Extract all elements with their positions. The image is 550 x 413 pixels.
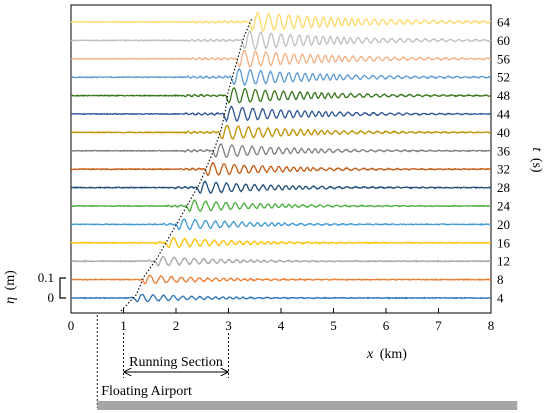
series-line-t60 <box>70 30 492 50</box>
series-line-t32 <box>70 161 492 177</box>
series-line-t56 <box>71 49 492 69</box>
time-label: 4 <box>497 291 504 306</box>
time-label: 32 <box>497 162 510 177</box>
x-tick-label: 3 <box>225 318 232 333</box>
x-axis-label: x (km) <box>366 347 407 362</box>
eta-axis-label: η (m) <box>3 270 18 304</box>
x-tick-label: 2 <box>173 318 180 333</box>
series-line-t20 <box>70 218 492 231</box>
x-tick-label: 4 <box>278 318 285 333</box>
series-layer <box>70 11 492 303</box>
time-label: 60 <box>497 33 510 48</box>
time-label: 40 <box>497 125 510 140</box>
scale-low-label: 0 <box>48 290 55 305</box>
time-label: 20 <box>497 217 510 232</box>
time-label: 12 <box>497 254 510 269</box>
series-line-t64 <box>70 11 492 32</box>
x-tick-label: 6 <box>383 318 390 333</box>
time-label: 24 <box>497 199 511 214</box>
series-line-t16 <box>70 236 492 249</box>
time-label: 44 <box>497 107 511 122</box>
time-label: 16 <box>497 235 511 250</box>
series-line-t8 <box>70 274 492 285</box>
time-label: 56 <box>497 51 511 66</box>
series-line-t24 <box>70 199 492 213</box>
floating-airport-annotation: Floating Airport <box>96 315 518 410</box>
time-label: 64 <box>497 15 511 30</box>
time-label: 52 <box>497 70 510 85</box>
running-section-annotation: Running Section <box>123 333 229 378</box>
series-line-t4 <box>70 293 492 303</box>
series-line-t28 <box>70 180 492 194</box>
series-line-t40 <box>70 124 492 140</box>
x-tick-label: 5 <box>330 318 337 333</box>
series-line-t44 <box>70 105 492 123</box>
series-line-t52 <box>70 67 492 86</box>
x-tick-label: 0 <box>68 318 75 333</box>
series-line-t12 <box>70 256 492 267</box>
series-line-t48 <box>70 87 492 104</box>
floating-airport-bar <box>97 401 518 410</box>
t-axis-label: t (s) <box>529 147 544 173</box>
amplitude-scale-bar: 0.1 0 <box>38 270 66 305</box>
plot-frame <box>70 4 492 314</box>
time-label: 28 <box>497 180 510 195</box>
running-section-label: Running Section <box>129 355 223 370</box>
time-label: 36 <box>497 143 511 158</box>
scale-high-label: 0.1 <box>38 270 54 285</box>
wave-front-line <box>120 18 253 312</box>
x-ticks: 0 1 2 3 4 5 6 7 8 <box>68 308 495 333</box>
series-line-t36 <box>70 143 492 158</box>
x-tick-label: 8 <box>488 318 495 333</box>
x-tick-label: 1 <box>120 318 127 333</box>
time-label: 8 <box>497 272 504 287</box>
x-tick-label: 7 <box>435 318 442 333</box>
time-label: 48 <box>497 88 510 103</box>
floating-airport-label: Floating Airport <box>101 384 192 399</box>
